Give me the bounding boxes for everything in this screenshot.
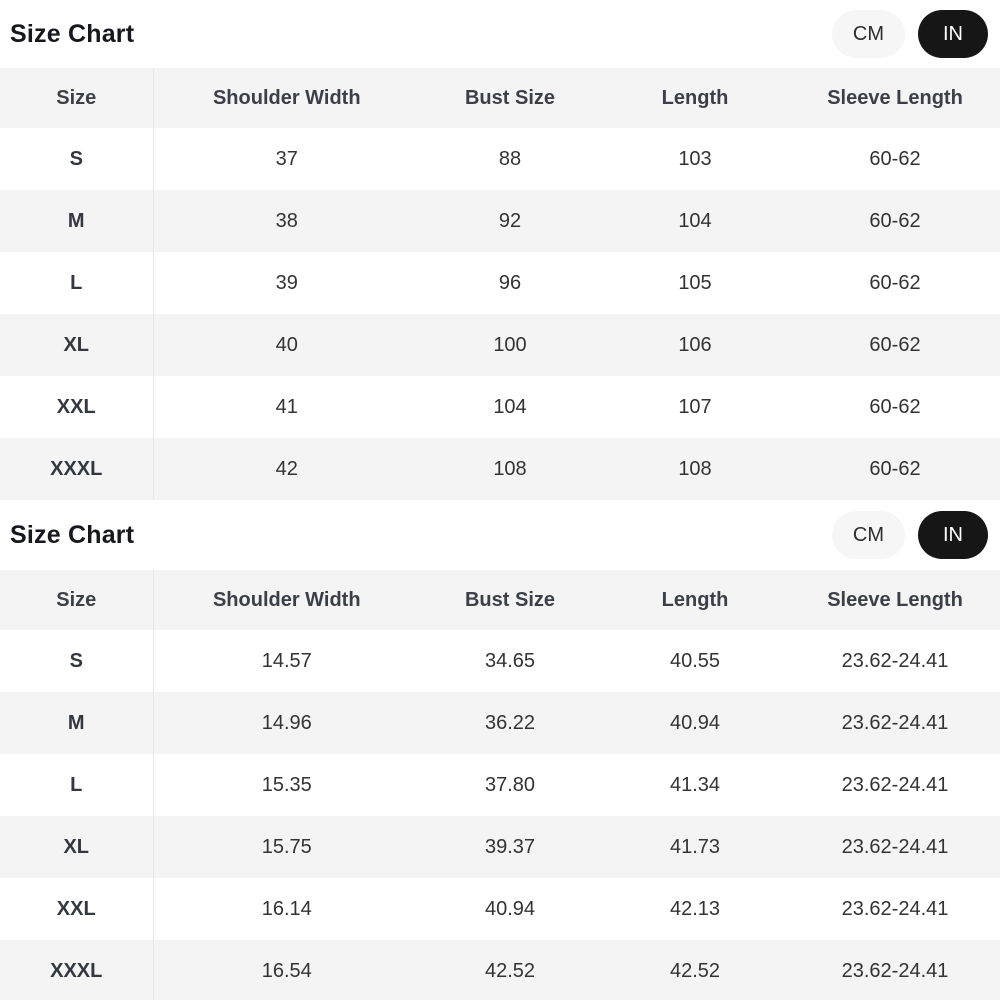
unit-toggle: CM IN xyxy=(831,10,988,58)
value-cell: 14.57 xyxy=(261,649,312,672)
value-cell: 23.62-24.41 xyxy=(841,959,949,982)
size-cell: XXL xyxy=(0,878,154,940)
value-cell: 60-62 xyxy=(869,457,921,480)
value-cell: 15.75 xyxy=(261,835,312,858)
column-header-size: Size xyxy=(0,68,154,128)
value-cell: 42.13 xyxy=(669,897,721,920)
in-button[interactable]: IN xyxy=(918,511,988,559)
size-chart-section-cm: Size Chart CM IN Size Shoulder Width Bus… xyxy=(0,0,1000,500)
value-cell: 39.37 xyxy=(484,835,536,858)
value-cell: 92 xyxy=(498,209,522,232)
value-cell: 96 xyxy=(498,271,522,294)
table-row: M 14.96 36.22 40.94 23.62-24.41 xyxy=(0,692,1000,754)
value-cell: 104 xyxy=(493,395,527,418)
size-cell: L xyxy=(0,754,154,816)
value-cell: 23.62-24.41 xyxy=(841,835,949,858)
size-table-cm: Size Shoulder Width Bust Size Length Sle… xyxy=(0,68,1000,500)
page-title: Size Chart xyxy=(10,19,135,48)
column-header-size: Size xyxy=(0,570,154,630)
value-cell: 103 xyxy=(678,147,712,170)
value-cell: 108 xyxy=(678,457,712,480)
value-cell: 23.62-24.41 xyxy=(841,897,949,920)
in-button[interactable]: IN xyxy=(918,10,988,58)
value-cell: 60-62 xyxy=(869,333,921,356)
value-cell: 15.35 xyxy=(261,773,312,796)
column-header-bust-size: Bust Size xyxy=(420,570,600,630)
table-row: XL 15.75 39.37 41.73 23.62-24.41 xyxy=(0,816,1000,878)
column-header-sleeve-length: Sleeve Length xyxy=(790,570,1000,630)
table-row: S 37 88 103 60-62 xyxy=(0,128,1000,190)
value-cell: 104 xyxy=(678,209,712,232)
table-row: XXXL 16.54 42.52 42.52 23.62-24.41 xyxy=(0,940,1000,1000)
page-title: Size Chart xyxy=(10,520,135,549)
value-cell: 39 xyxy=(275,271,298,294)
value-cell: 60-62 xyxy=(869,395,921,418)
table-row: XXL 16.14 40.94 42.13 23.62-24.41 xyxy=(0,878,1000,940)
value-cell: 60-62 xyxy=(869,209,921,232)
chart-header: Size Chart CM IN xyxy=(0,0,1000,68)
value-cell: 38 xyxy=(275,209,298,232)
size-cell: XXL xyxy=(0,376,154,438)
column-header-bust-size: Bust Size xyxy=(420,68,600,128)
value-cell: 37 xyxy=(275,147,298,170)
column-header-sleeve-length: Sleeve Length xyxy=(790,68,1000,128)
value-cell: 40.94 xyxy=(484,897,536,920)
table-row: L 15.35 37.80 41.34 23.62-24.41 xyxy=(0,754,1000,816)
value-cell: 36.22 xyxy=(484,711,536,734)
value-cell: 14.96 xyxy=(261,711,312,734)
table-row: XXL 41 104 107 60-62 xyxy=(0,376,1000,438)
value-cell: 34.65 xyxy=(484,649,536,672)
value-cell: 23.62-24.41 xyxy=(841,773,949,796)
size-cell: M xyxy=(0,190,154,252)
column-header-length: Length xyxy=(600,570,790,630)
value-cell: 60-62 xyxy=(869,147,921,170)
value-cell: 41.34 xyxy=(669,773,721,796)
value-cell: 42.52 xyxy=(669,959,721,982)
value-cell: 40.55 xyxy=(669,649,721,672)
value-cell: 40.94 xyxy=(669,711,721,734)
value-cell: 42.52 xyxy=(484,959,536,982)
table-row: M 38 92 104 60-62 xyxy=(0,190,1000,252)
column-header-length: Length xyxy=(600,68,790,128)
value-cell: 105 xyxy=(678,271,712,294)
value-cell: 16.54 xyxy=(261,959,312,982)
size-cell: XXXL xyxy=(0,940,154,1000)
size-cell: XXXL xyxy=(0,438,154,500)
header-row: Size Shoulder Width Bust Size Length Sle… xyxy=(0,570,1000,630)
value-cell: 23.62-24.41 xyxy=(841,649,949,672)
table-row: XXXL 42 108 108 60-62 xyxy=(0,438,1000,500)
unit-toggle: CM IN xyxy=(831,511,988,559)
cm-button[interactable]: CM xyxy=(831,511,905,559)
value-cell: 41.73 xyxy=(669,835,721,858)
table-row: S 14.57 34.65 40.55 23.62-24.41 xyxy=(0,630,1000,692)
value-cell: 108 xyxy=(493,457,527,480)
size-cell: S xyxy=(0,128,154,190)
column-header-shoulder-width: Shoulder Width xyxy=(153,570,420,630)
value-cell: 16.14 xyxy=(261,897,312,920)
size-table-in: Size Shoulder Width Bust Size Length Sle… xyxy=(0,570,1000,1000)
cm-button[interactable]: CM xyxy=(831,10,905,58)
value-cell: 40 xyxy=(275,333,298,356)
size-cell: XL xyxy=(0,314,154,376)
value-cell: 100 xyxy=(493,333,527,356)
value-cell: 41 xyxy=(275,395,298,418)
value-cell: 88 xyxy=(498,147,522,170)
chart-header: Size Chart CM IN xyxy=(0,500,1000,570)
value-cell: 106 xyxy=(678,333,712,356)
size-cell: L xyxy=(0,252,154,314)
value-cell: 107 xyxy=(678,395,712,418)
value-cell: 37.80 xyxy=(484,773,536,796)
table-row: L 39 96 105 60-62 xyxy=(0,252,1000,314)
value-cell: 60-62 xyxy=(869,271,921,294)
value-cell: 23.62-24.41 xyxy=(841,711,949,734)
size-chart-section-in: Size Chart CM IN Size Shoulder Width Bus… xyxy=(0,500,1000,1000)
value-cell: 42 xyxy=(275,457,298,480)
column-header-shoulder-width: Shoulder Width xyxy=(153,68,420,128)
size-cell: M xyxy=(0,692,154,754)
size-cell: XL xyxy=(0,816,154,878)
table-row: XL 40 100 106 60-62 xyxy=(0,314,1000,376)
size-cell: S xyxy=(0,630,154,692)
header-row: Size Shoulder Width Bust Size Length Sle… xyxy=(0,68,1000,128)
